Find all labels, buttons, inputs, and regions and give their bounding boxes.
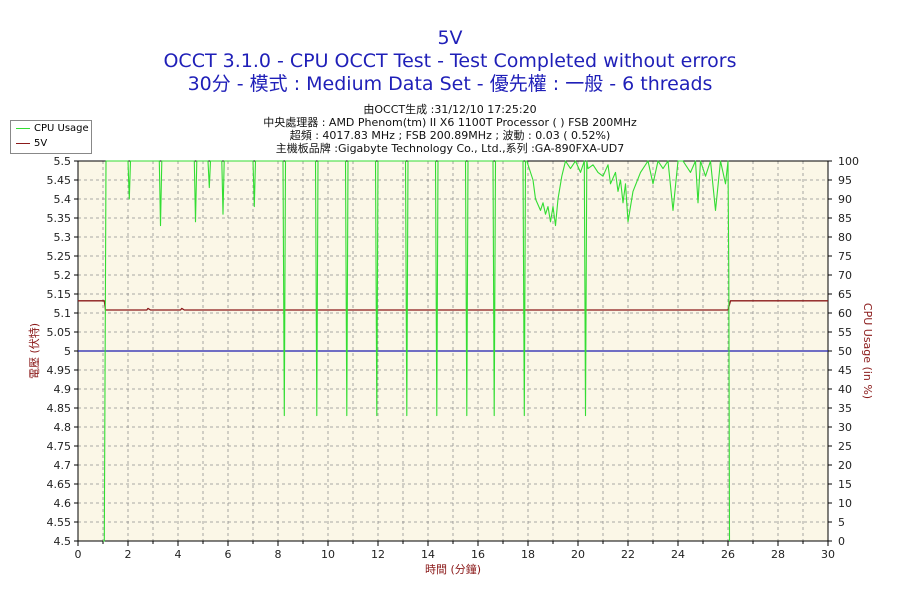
x-tick-label: 30: [821, 548, 835, 561]
y-right-tick-label: 40: [838, 383, 852, 396]
y-left-tick-label: 5.05: [47, 326, 72, 339]
x-tick-label: 18: [521, 548, 535, 561]
x-tick-label: 6: [225, 548, 232, 561]
y-right-tick-label: 0: [838, 535, 845, 548]
x-tick-label: 26: [721, 548, 735, 561]
y-left-tick-label: 5.4: [54, 193, 72, 206]
y-right-tick-label: 10: [838, 497, 852, 510]
x-tick-label: 0: [75, 548, 82, 561]
y-right-tick-label: 25: [838, 440, 852, 453]
y-left-tick-label: 5.1: [54, 307, 72, 320]
y-left-tick-label: 5.15: [47, 288, 72, 301]
x-tick-label: 20: [571, 548, 585, 561]
y-left-tick-label: 4.6: [54, 497, 72, 510]
legend-label-cpu-usage: CPU Usage: [34, 123, 89, 134]
series-line-cpu-usage: [103, 160, 731, 542]
y-right-tick-label: 70: [838, 269, 852, 282]
x-axis-label: 時間 (分鐘): [425, 562, 481, 576]
x-tick-label: 22: [621, 548, 635, 561]
y-right-tick-label: 100: [838, 155, 859, 168]
y-right-tick-label: 55: [838, 326, 852, 339]
y-right-tick-label: 60: [838, 307, 852, 320]
y-right-axis-label: CPU Usage (in %): [861, 303, 874, 399]
y-left-tick-label: 4.95: [47, 364, 72, 377]
y-right-tick-label: 75: [838, 250, 852, 263]
y-left-tick-label: 4.9: [54, 383, 72, 396]
y-right-tick-label: 65: [838, 288, 852, 301]
info-cpu: 中央處理器 : AMD Phenom(tm) II X6 1100T Proce…: [263, 116, 637, 129]
info-generated: 由OCCT生成 :31/12/10 17:25:20: [363, 103, 537, 116]
x-tick-label: 8: [275, 548, 282, 561]
legend-swatch-cpu-usage: [16, 128, 30, 129]
y-right-tick-label: 15: [838, 478, 852, 491]
y-right-tick-label: 20: [838, 459, 852, 472]
y-left-tick-label: 5.25: [47, 250, 72, 263]
x-tick-label: 16: [471, 548, 485, 561]
y-left-tick-label: 4.85: [47, 402, 72, 415]
chart-test-settings: 30分 - 模式 : Medium Data Set - 優先權 : 一般 - …: [187, 73, 713, 95]
legend-item-cpu-usage: CPU Usage: [11, 122, 91, 136]
x-tick-label: 28: [771, 548, 785, 561]
y-left-tick-label: 4.65: [47, 478, 72, 491]
x-tick-label: 12: [371, 548, 385, 561]
y-right-tick-label: 35: [838, 402, 852, 415]
chart-subtitle: OCCT 3.1.0 - CPU OCCT Test - Test Comple…: [163, 50, 737, 72]
y-right-tick-label: 30: [838, 421, 852, 434]
chart-title: 5V: [437, 27, 463, 49]
y-left-tick-label: 4.7: [54, 459, 72, 472]
y-left-tick-label: 5: [64, 345, 71, 358]
x-tick-label: 2: [125, 548, 132, 561]
legend: CPU Usage 5V: [10, 120, 92, 154]
x-tick-label: 10: [321, 548, 335, 561]
y-left-tick-label: 5.5: [54, 155, 72, 168]
y-left-tick-label: 4.55: [47, 516, 72, 529]
x-tick-label: 14: [421, 548, 435, 561]
y-left-tick-label: 5.35: [47, 212, 72, 225]
legend-label-5v: 5V: [34, 138, 48, 149]
y-right-tick-label: 5: [838, 516, 845, 529]
y-right-tick-label: 90: [838, 193, 852, 206]
info-overclock: 超頻 : 4017.83 MHz ; FSB 200.89MHz ; 波動 : …: [289, 129, 611, 142]
y-left-axis-label: 電壓 (伏特): [27, 323, 41, 379]
x-tick-label: 24: [671, 548, 685, 561]
y-left-tick-label: 4.75: [47, 440, 72, 453]
y-right-tick-label: 45: [838, 364, 852, 377]
y-left-tick-label: 4.8: [54, 421, 72, 434]
legend-item-5v: 5V: [11, 137, 91, 151]
legend-swatch-5v: [16, 143, 30, 144]
y-left-tick-label: 5.3: [54, 231, 72, 244]
y-right-tick-label: 95: [838, 174, 852, 187]
y-right-tick-label: 85: [838, 212, 852, 225]
y-left-tick-label: 5.2: [54, 269, 72, 282]
y-right-tick-label: 80: [838, 231, 852, 244]
info-motherboard: 主機板品牌 :Gigabyte Technology Co., Ltd.,系列 …: [275, 142, 625, 155]
y-right-tick-label: 50: [838, 345, 852, 358]
x-tick-label: 4: [175, 548, 182, 561]
y-left-tick-label: 5.45: [47, 174, 72, 187]
y-left-tick-label: 4.5: [54, 535, 72, 548]
